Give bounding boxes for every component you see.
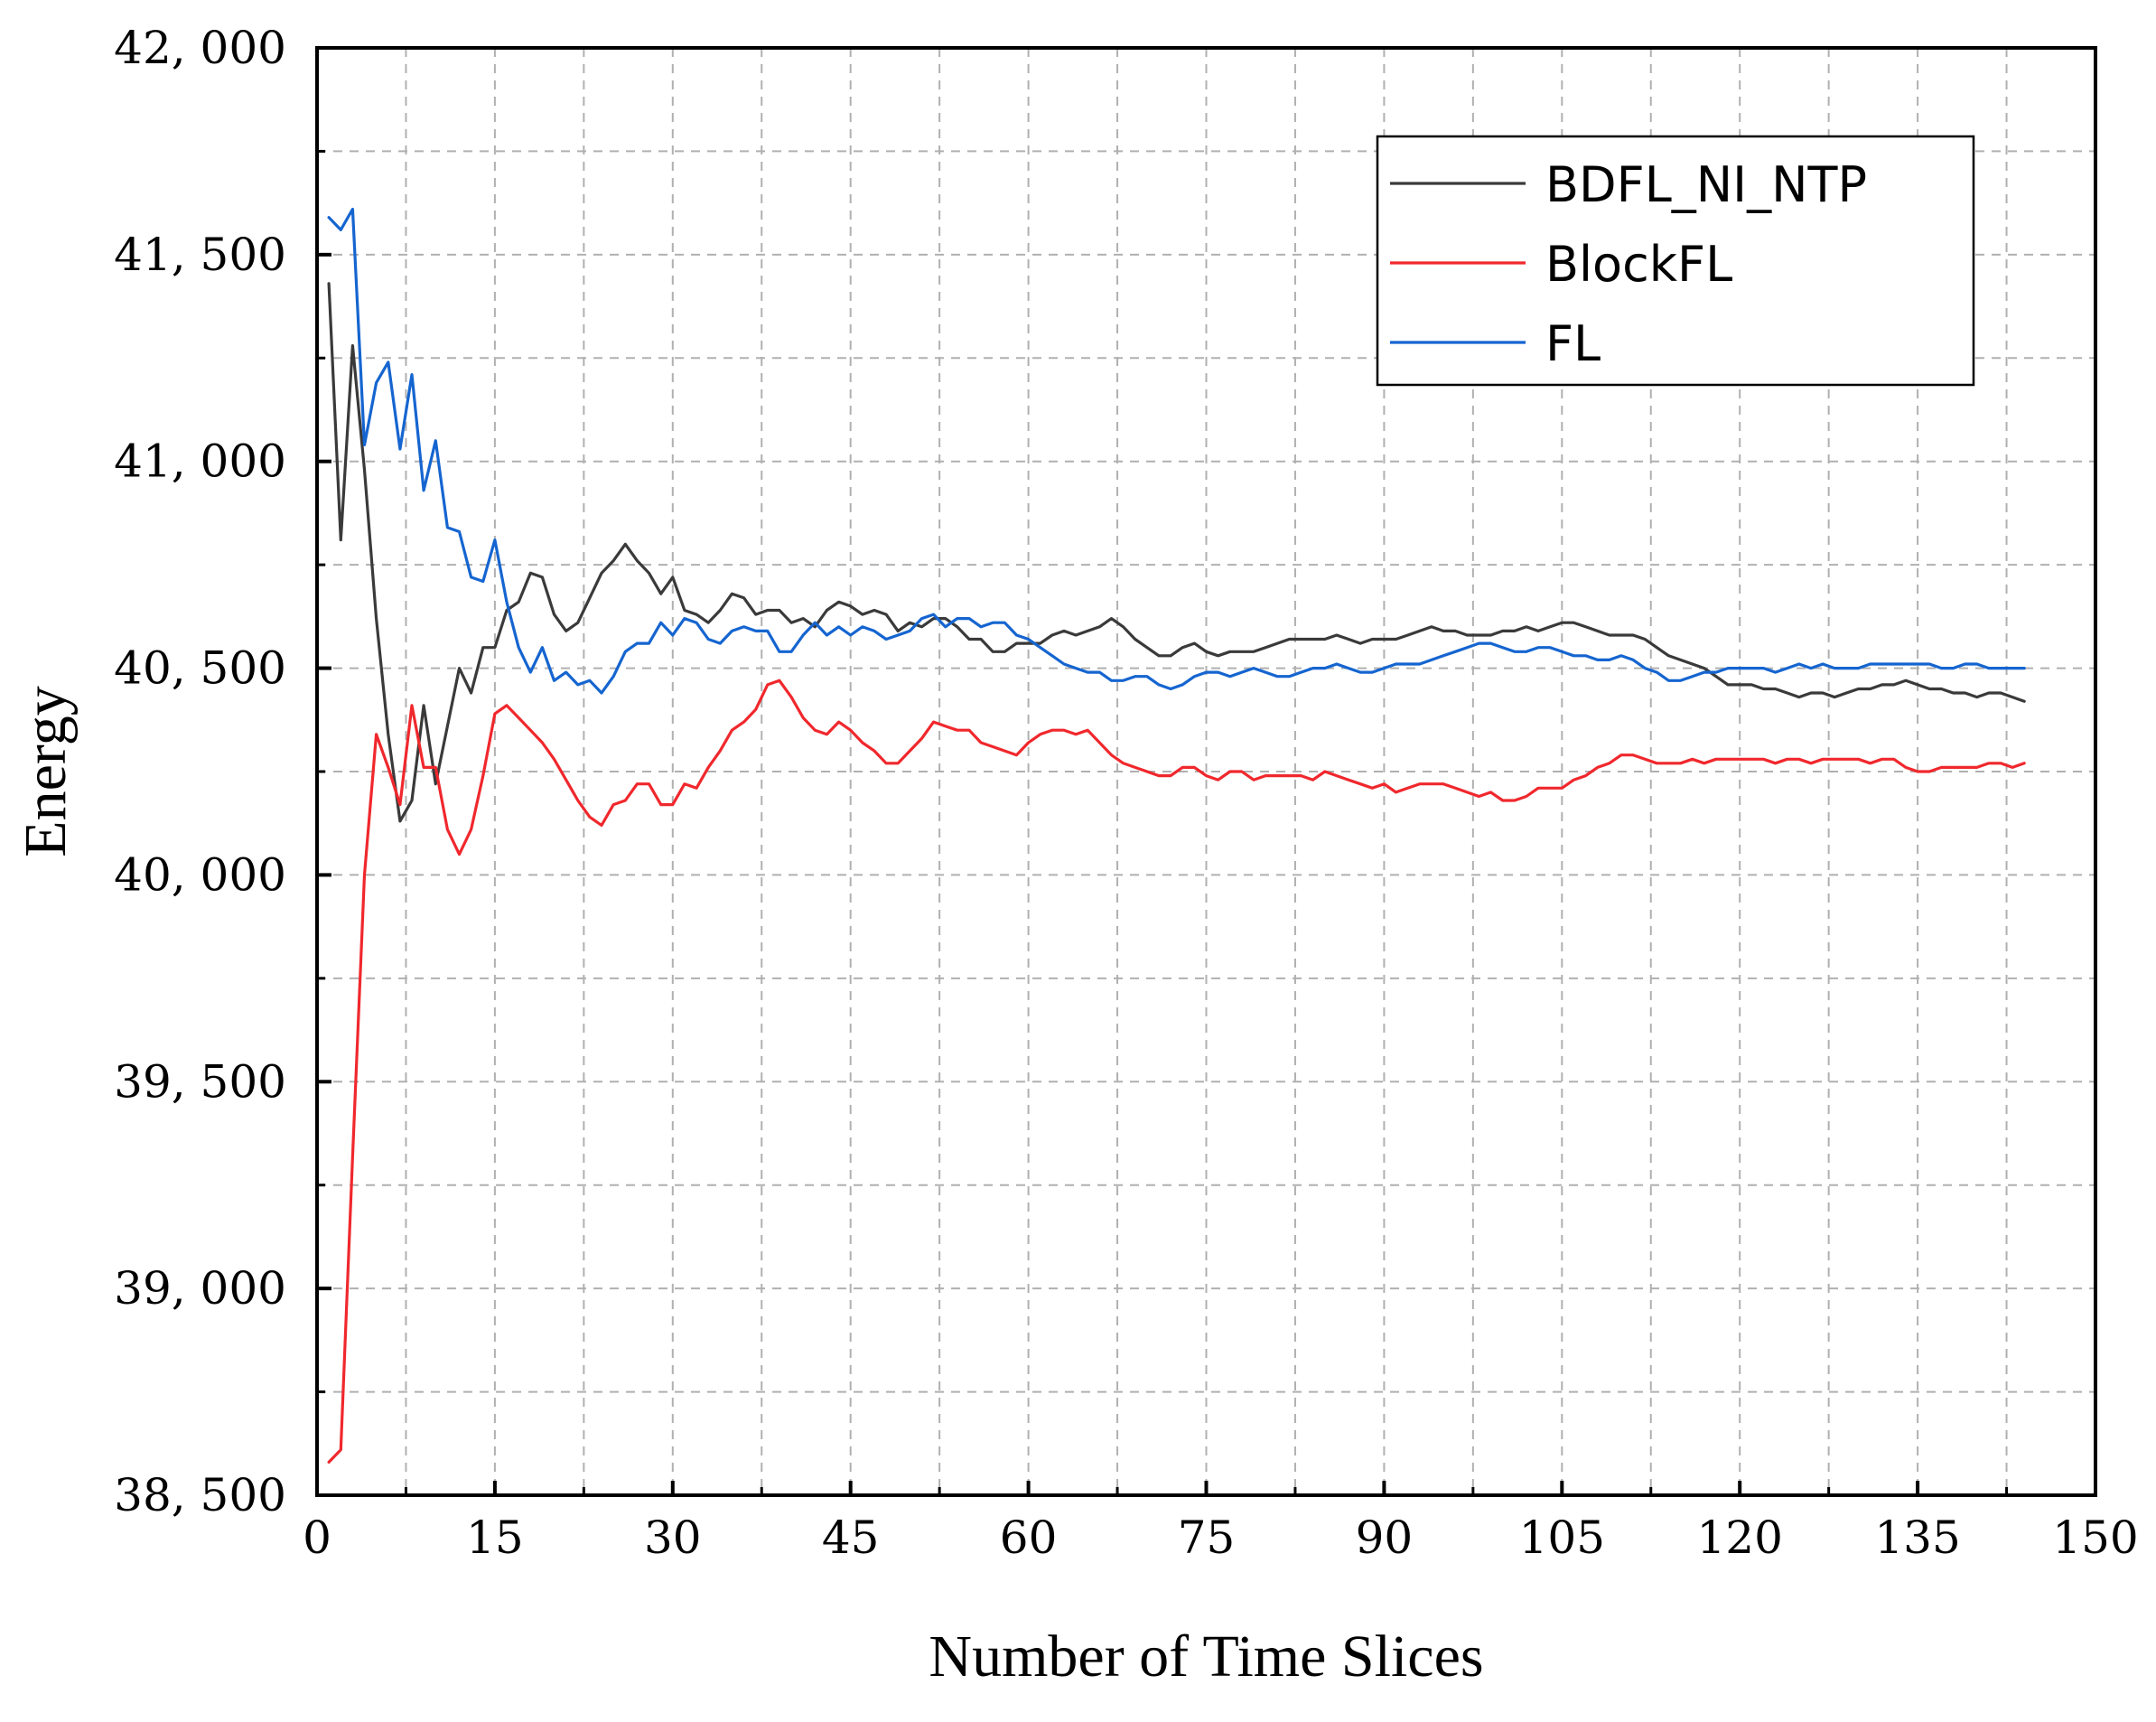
x-tick-label: 75 <box>1178 1511 1236 1564</box>
series-line-fl <box>327 207 2026 695</box>
legend-label-fl: FL <box>1545 315 1601 372</box>
x-tick-label: 30 <box>644 1511 702 1564</box>
legend: BDFL_NI_NTP BlockFL FL <box>1376 135 1975 387</box>
x-tick-label: 90 <box>1356 1511 1414 1564</box>
y-tick-label: 40, 500 <box>114 642 286 695</box>
x-tick-label: 150 <box>2052 1511 2138 1564</box>
legend-label-blockfl: BlockFL <box>1545 236 1732 293</box>
series-line-bdfl-ni-ntp <box>327 282 2026 823</box>
axis-ticks <box>315 46 2097 1497</box>
x-axis-title: Number of Time Slices <box>929 1624 1483 1689</box>
y-tick-label: 39, 500 <box>114 1055 286 1108</box>
y-tick-label: 41, 500 <box>114 229 286 281</box>
x-tick-label: 45 <box>822 1511 880 1564</box>
y-tick-label: 40, 000 <box>114 848 286 901</box>
legend-label-bdfl-ni-ntp: BDFL_NI_NTP <box>1545 156 1867 213</box>
y-tick-labels: 38, 500 39, 000 39, 500 40, 000 40, 500 41, 0… <box>114 22 286 1521</box>
x-tick-label: 135 <box>1874 1511 1960 1564</box>
y-tick-label: 42, 000 <box>114 22 286 74</box>
y-axis-title: Energy <box>13 686 79 856</box>
x-tick-labels: 0 15 30 45 60 75 90 105 120 135 150 <box>303 1511 2139 1564</box>
x-tick-label: 105 <box>1519 1511 1605 1564</box>
x-tick-label: 60 <box>1000 1511 1058 1564</box>
series-group <box>327 207 2026 1464</box>
x-tick-label: 120 <box>1696 1511 1782 1564</box>
x-tick-label: 15 <box>466 1511 524 1564</box>
series-line-blockfl <box>327 679 2026 1464</box>
x-tick-label: 0 <box>303 1511 331 1564</box>
y-tick-label: 38, 500 <box>114 1469 286 1521</box>
y-tick-label: 39, 000 <box>114 1262 286 1315</box>
y-tick-label: 41, 000 <box>114 435 286 488</box>
